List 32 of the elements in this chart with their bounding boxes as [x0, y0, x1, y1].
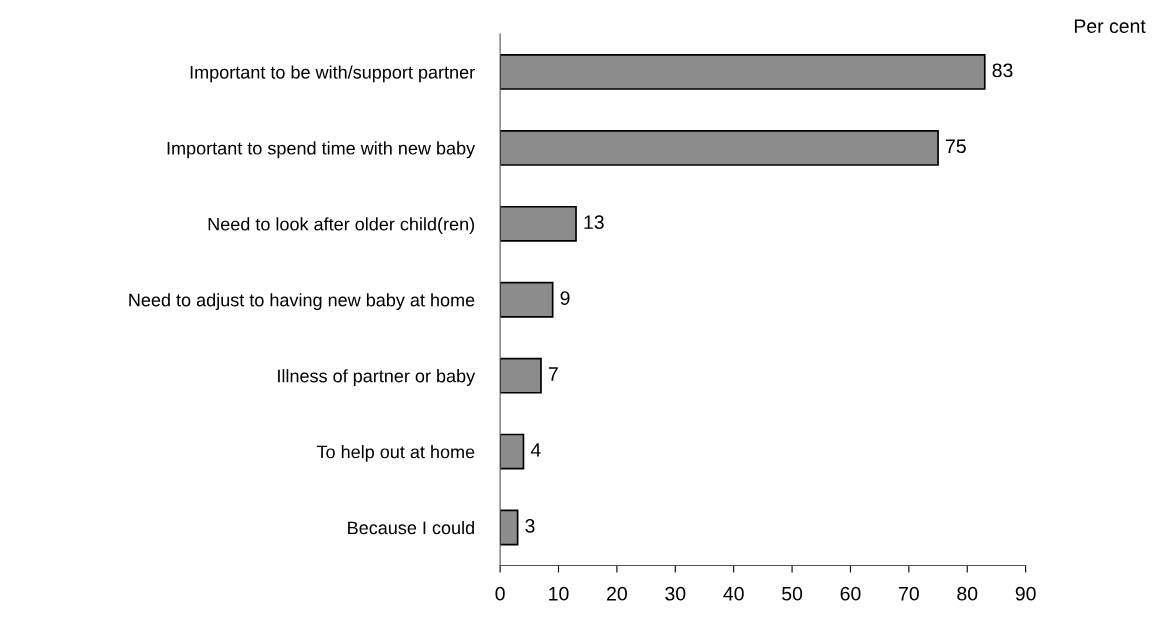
data-label: 75	[945, 139, 966, 154]
x-tick-label: 60	[840, 586, 861, 601]
data-label: 83	[992, 63, 1013, 78]
bar	[500, 433, 525, 470]
x-tick-label: 0	[495, 586, 505, 601]
bar	[500, 54, 986, 90]
x-tick-label: 90	[1015, 586, 1036, 601]
bar	[500, 205, 577, 242]
y-tick-label: Because I could	[348, 520, 474, 535]
y-tick-label: Important to spend time with new baby	[167, 141, 476, 159]
y-tick-label: Need to adjust to having new baby at home	[129, 293, 475, 311]
bar	[500, 509, 519, 546]
data-label: 7	[548, 367, 558, 381]
y-tick-label: Illness of partner or baby	[278, 369, 476, 386]
y-tick-label: Need to look after older child(ren)	[208, 217, 475, 235]
bar	[500, 357, 542, 394]
x-tick-label: 10	[549, 586, 569, 601]
x-tick-label: 80	[957, 586, 978, 601]
x-tick-label: 40	[723, 586, 744, 601]
x-tick-label: 20	[607, 586, 627, 601]
x-tick-label: 70	[899, 586, 919, 601]
x-tick-label: 50	[782, 586, 803, 601]
bar	[500, 129, 939, 166]
y-tick-label: Important to be with/support partner	[190, 65, 475, 83]
data-label: 13	[584, 215, 604, 230]
data-label: 9	[560, 291, 570, 305]
x-tick-label: 30	[665, 586, 686, 601]
data-label: 3	[525, 518, 535, 533]
data-label: 4	[530, 443, 541, 457]
y-tick-label: To help out at home	[316, 445, 475, 462]
x-axis-title: Per cent	[1074, 19, 1146, 34]
bar	[500, 281, 554, 318]
